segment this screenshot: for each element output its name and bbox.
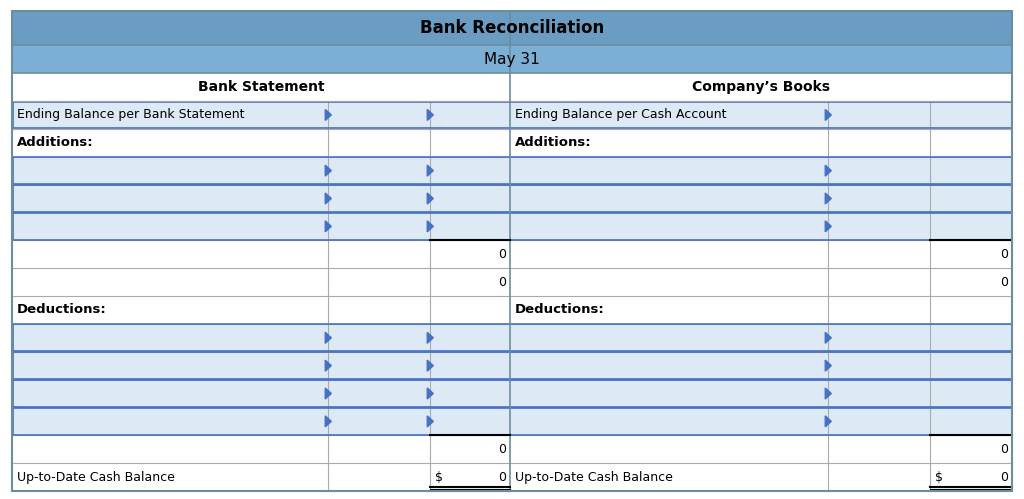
Text: $: $	[435, 471, 443, 484]
Bar	[13, 408, 1011, 435]
Bar	[12, 213, 1012, 240]
Text: 0: 0	[1000, 275, 1008, 288]
Text: 0: 0	[498, 443, 506, 456]
Polygon shape	[427, 360, 433, 371]
Polygon shape	[825, 332, 831, 343]
Bar	[12, 11, 1012, 45]
Bar	[12, 45, 1012, 73]
Polygon shape	[427, 332, 433, 343]
Polygon shape	[825, 360, 831, 371]
Bar	[13, 101, 1011, 128]
Bar	[12, 73, 1012, 101]
Text: May 31: May 31	[484, 51, 540, 66]
Bar	[12, 352, 1012, 379]
Text: Ending Balance per Bank Statement: Ending Balance per Bank Statement	[17, 108, 245, 121]
Text: Bank Statement: Bank Statement	[198, 80, 325, 94]
Bar	[13, 380, 1011, 407]
Text: Deductions:: Deductions:	[515, 303, 605, 316]
Polygon shape	[427, 109, 433, 120]
Text: 0: 0	[1000, 471, 1008, 484]
Polygon shape	[825, 165, 831, 176]
Bar	[12, 324, 1012, 351]
Polygon shape	[326, 193, 332, 204]
Text: Up-to-Date Cash Balance: Up-to-Date Cash Balance	[515, 471, 673, 484]
Bar	[12, 408, 1012, 435]
Bar	[12, 157, 1012, 184]
Bar	[12, 101, 1012, 128]
Bar	[13, 185, 1011, 212]
Polygon shape	[825, 416, 831, 427]
Bar	[13, 213, 1011, 240]
Bar	[13, 324, 1011, 351]
Polygon shape	[427, 388, 433, 399]
Polygon shape	[326, 388, 332, 399]
Polygon shape	[326, 221, 332, 232]
Bar	[12, 185, 1012, 212]
Polygon shape	[326, 416, 332, 427]
Polygon shape	[326, 332, 332, 343]
Text: Additions:: Additions:	[17, 136, 93, 149]
Bar	[12, 380, 1012, 407]
Polygon shape	[326, 360, 332, 371]
Polygon shape	[427, 193, 433, 204]
Polygon shape	[427, 416, 433, 427]
Polygon shape	[326, 109, 332, 120]
Bar	[13, 157, 1011, 184]
Polygon shape	[427, 165, 433, 176]
Text: 0: 0	[1000, 443, 1008, 456]
Polygon shape	[825, 388, 831, 399]
Text: Additions:: Additions:	[515, 136, 592, 149]
Text: Deductions:: Deductions:	[17, 303, 106, 316]
Polygon shape	[825, 109, 831, 120]
Polygon shape	[825, 221, 831, 232]
Text: 0: 0	[498, 248, 506, 260]
Polygon shape	[427, 221, 433, 232]
Text: Up-to-Date Cash Balance: Up-to-Date Cash Balance	[17, 471, 175, 484]
Text: Ending Balance per Cash Account: Ending Balance per Cash Account	[515, 108, 726, 121]
Text: 0: 0	[1000, 248, 1008, 260]
Text: $: $	[935, 471, 943, 484]
Polygon shape	[825, 193, 831, 204]
Bar	[13, 352, 1011, 379]
Text: Bank Reconciliation: Bank Reconciliation	[420, 19, 604, 37]
Text: Company’s Books: Company’s Books	[692, 80, 830, 94]
Text: 0: 0	[498, 275, 506, 288]
Text: 0: 0	[498, 471, 506, 484]
Polygon shape	[326, 165, 332, 176]
